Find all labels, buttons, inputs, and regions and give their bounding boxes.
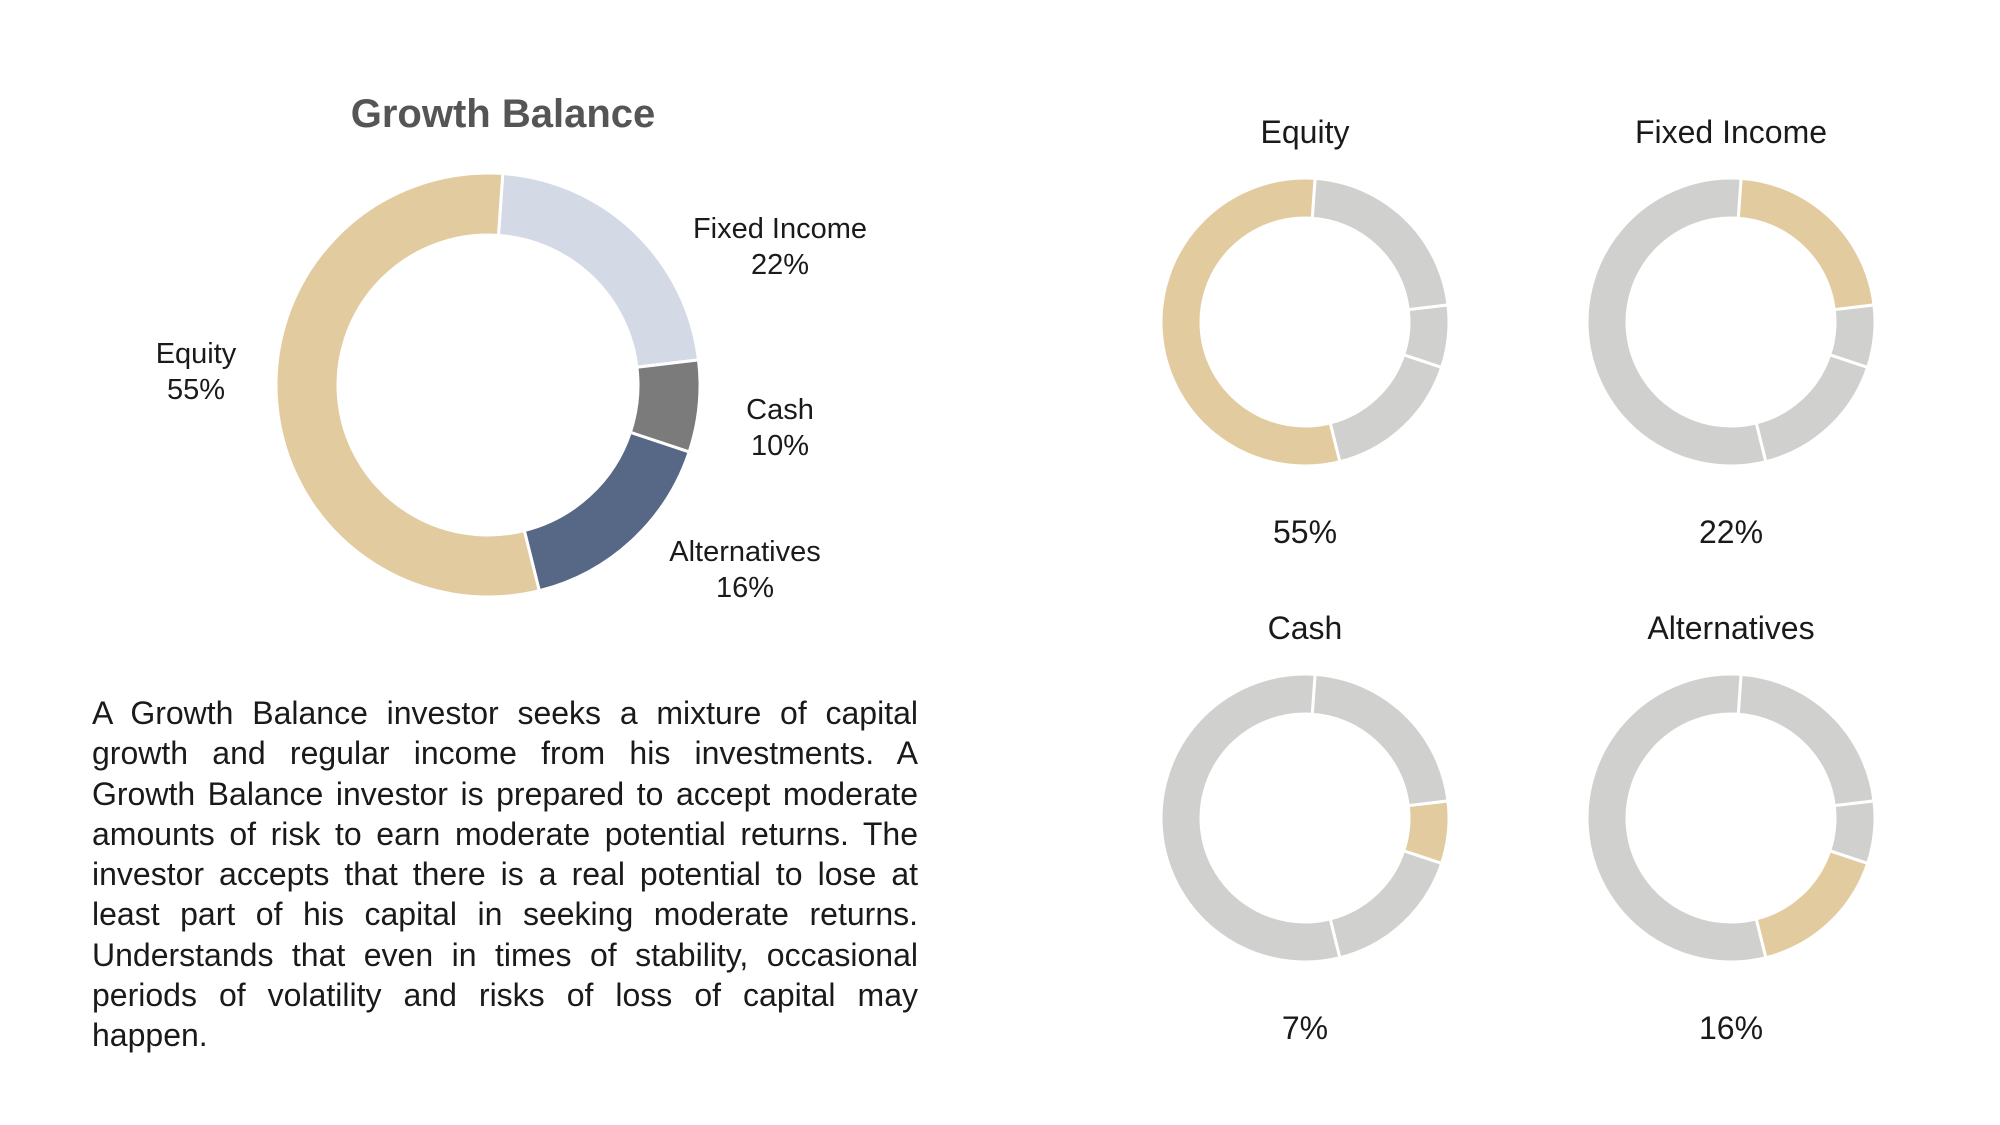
mini-donut-slice-fixed-income — [1310, 672, 1450, 808]
slice-label-fixed-income-name: Fixed Income — [692, 213, 868, 245]
chart-title: Growth Balance — [350, 92, 656, 136]
mini-chart-value: 22% — [1698, 514, 1764, 550]
mini-chart-cash: Cash 7% — [1115, 608, 1495, 1078]
mini-donut-slice-equity-highlighted — [1159, 176, 1342, 468]
slice-label-alternatives-name: Alternatives — [669, 536, 821, 568]
mini-chart-value: 16% — [1698, 1010, 1764, 1046]
donut-slice-equity — [274, 171, 542, 599]
mini-donut — [1585, 176, 1877, 468]
slice-label-alternatives-value: 16% — [715, 572, 775, 604]
slice-label-fixed-income: Fixed Income 22% — [650, 211, 910, 283]
mini-chart-equity: Equity 55% — [1115, 112, 1495, 582]
mini-chart-title: Equity — [1260, 114, 1350, 150]
mini-donut-slice-equity — [1585, 672, 1768, 964]
mini-chart-title: Alternatives — [1647, 610, 1815, 646]
mini-chart-value: 7% — [1281, 1010, 1329, 1046]
mini-donut-slice-alternatives — [1328, 848, 1444, 960]
mini-chart-value: 55% — [1272, 514, 1338, 550]
mini-donut — [1159, 176, 1451, 468]
mini-chart-fixed-income: Fixed Income 22% — [1541, 112, 1921, 582]
slice-label-equity-name: Equity — [155, 338, 237, 370]
mini-donut-slice-alternatives-highlighted — [1754, 848, 1870, 960]
slice-label-fixed-income-value: 22% — [750, 249, 810, 281]
mini-donut — [1159, 672, 1451, 964]
mini-donut-slice-equity — [1585, 176, 1768, 468]
mini-donut-slice-alternatives — [1754, 352, 1870, 464]
mini-donut-slice-alternatives — [1328, 352, 1444, 464]
slice-label-equity-value: 55% — [166, 374, 226, 406]
main-donut-chart — [274, 171, 702, 599]
slice-label-cash: Cash 10% — [650, 392, 910, 464]
slice-label-equity: Equity 55% — [66, 336, 326, 408]
investor-profile-description: A Growth Balance investor seeks a mixtur… — [92, 695, 918, 1054]
mini-donut-slice-equity — [1159, 672, 1342, 964]
mini-chart-title: Fixed Income — [1634, 114, 1828, 150]
slice-label-alternatives: Alternatives 16% — [615, 534, 875, 606]
slice-label-cash-name: Cash — [746, 394, 814, 426]
mini-chart-title: Cash — [1267, 610, 1343, 646]
mini-donut — [1585, 672, 1877, 964]
mini-donut-slice-fixed-income-highlighted — [1736, 176, 1876, 312]
mini-donut-slice-fixed-income — [1310, 176, 1450, 312]
mini-chart-alternatives: Alternatives 16% — [1541, 608, 1921, 1078]
mini-donut-slice-fixed-income — [1736, 672, 1876, 808]
slice-label-cash-value: 10% — [750, 430, 810, 462]
